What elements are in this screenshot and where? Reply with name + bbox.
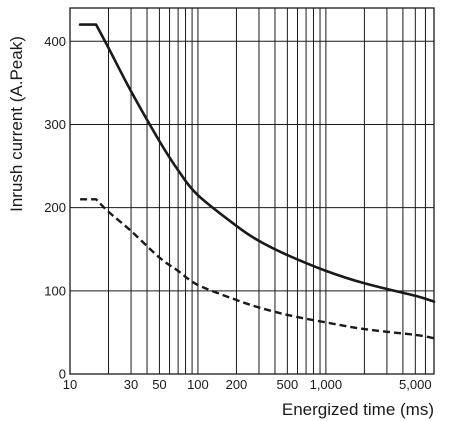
x-tick-label: 500 [277, 377, 299, 392]
plot-frame [69, 7, 435, 375]
y-tick-label: 300 [44, 117, 66, 132]
x-tick-label: 50 [152, 377, 166, 392]
x-tick-labels: 10 30 50 100 200 500 1,000 5,000 [63, 377, 432, 392]
y-tick-label: 400 [44, 34, 66, 49]
y-tick-labels: 0 100 200 300 400 [44, 34, 66, 382]
series-layer [78, 23, 436, 340]
x-tick-label: 5,000 [399, 377, 432, 392]
y-tick-label: 0 [59, 367, 66, 382]
y-axis-label: Inrush current (A.Peak) [7, 36, 26, 212]
x-tick-label: 1,000 [310, 377, 343, 392]
x-tick-label: 100 [187, 377, 209, 392]
x-gridlines [108, 8, 426, 374]
y-gridlines [70, 40, 434, 292]
x-axis-label: Energized time (ms) [282, 400, 434, 419]
dashed-curve [80, 198, 435, 340]
y-tick-label: 100 [44, 283, 66, 298]
y-tick-label: 200 [44, 200, 66, 215]
solid-curve [78, 23, 436, 303]
x-tick-label: 10 [63, 377, 77, 392]
x-tick-label: 30 [124, 377, 138, 392]
x-tick-label: 200 [226, 377, 248, 392]
